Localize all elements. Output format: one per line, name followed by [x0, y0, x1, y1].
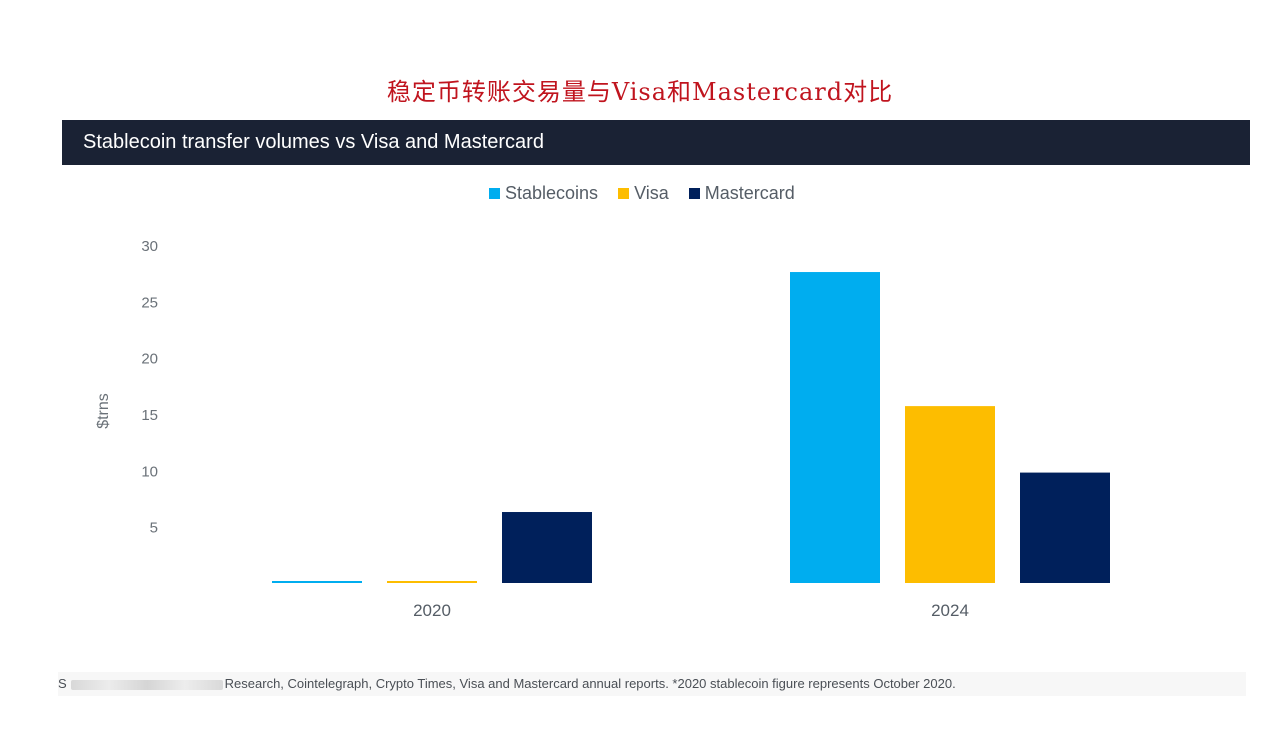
source-prefix: S [58, 676, 67, 691]
legend-label-visa: Visa [634, 183, 669, 203]
legend-swatch-mastercard [688, 188, 700, 199]
chart-header: Stablecoin transfer volumes vs Visa and … [62, 120, 1250, 165]
legend-label-mastercard: Mastercard [704, 183, 795, 203]
legend-item-mastercard: Mastercard [688, 183, 795, 204]
legend-swatch-visa [618, 188, 630, 199]
legend-swatch-stablecoins [489, 188, 500, 199]
y-axis-label: $trns [94, 393, 112, 429]
source-text: Research, Cointelegraph, Crypto Times, V… [224, 676, 956, 691]
redacted-source-block [70, 679, 223, 690]
chart-legend: Stablecoins Visa Mastercard [489, 183, 815, 204]
chart-panel: Stablecoin transfer volumes vs Visa and … [62, 120, 1250, 658]
legend-label-stablecoins: Stablecoins [505, 183, 599, 203]
page-title: 稳定币转账交易量与Visa和Mastercard对比 [386, 78, 894, 106]
source-note: S Research, Cointelegraph, Crypto Times, … [58, 672, 1246, 696]
legend-item-stablecoins: Stablecoins [489, 183, 598, 204]
legend-item-visa: Visa [618, 183, 669, 204]
